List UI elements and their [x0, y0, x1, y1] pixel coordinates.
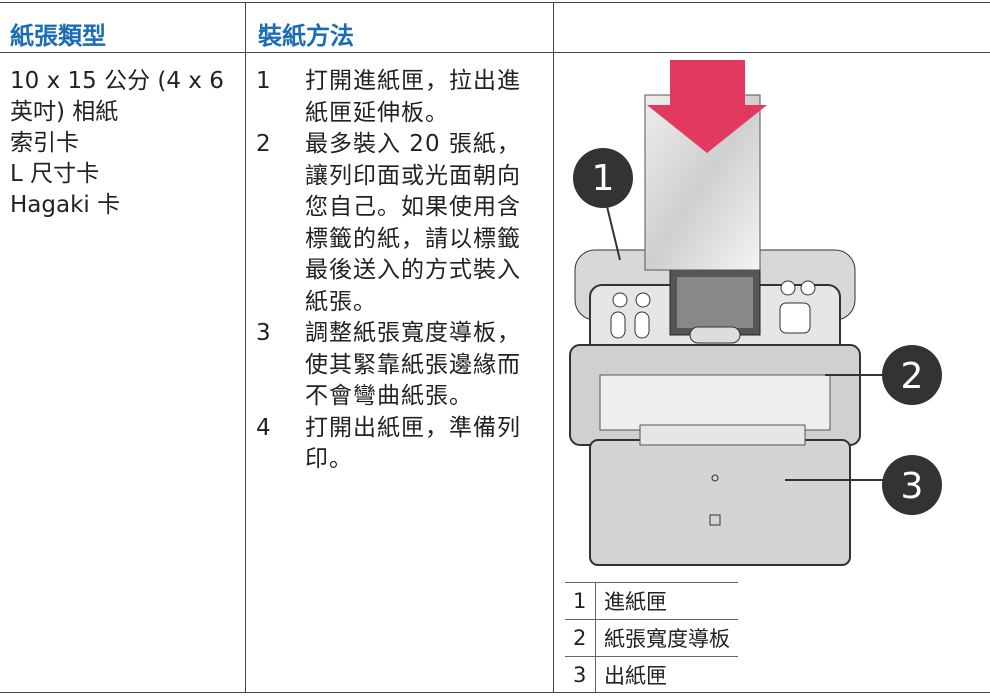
- header: 裝紙方法: [258, 22, 354, 50]
- step-text: 最多裝入 20 張紙，讓列印面或光面朝向您自己。如果使用含標籤的紙，請以標籤最後…: [305, 131, 521, 315]
- header: 紙張類型: [10, 22, 106, 50]
- step: 4 打開出紙匣，準備列印。: [256, 413, 546, 476]
- callout: 3: [901, 466, 924, 507]
- legend-label: 紙張寬度導板: [595, 619, 738, 657]
- legend-row: 3 出紙匣: [565, 656, 738, 693]
- legend-number: 3: [565, 656, 596, 693]
- legend-row: 2 紙張寬度導板: [565, 619, 738, 657]
- step-number: 1: [256, 68, 271, 94]
- step: 2 最多裝入 20 張紙，讓列印面或光面朝向您自己。如果使用含標籤的紙，請以標籤最…: [256, 129, 546, 318]
- rule: [245, 2, 246, 693]
- callout: 2: [901, 356, 924, 397]
- legend-label: 進紙匣: [595, 582, 738, 620]
- paper-type: L 尺寸卡: [10, 161, 100, 187]
- step-text: 打開進紙匣，拉出進紙匣延伸板。: [305, 68, 521, 126]
- step-text: 調整紙張寬度導板，使其緊靠紙張邊緣而不會彎曲紙張。: [305, 320, 521, 409]
- step: 1 打開進紙匣，拉出進紙匣延伸板。: [256, 66, 546, 129]
- paper-type: 索引卡: [10, 130, 79, 156]
- rule: [0, 692, 990, 693]
- steps: 1 打開進紙匣，拉出進紙匣延伸板。 2 最多裝入 20 張紙，讓列印面或光面朝向您自己…: [256, 66, 546, 476]
- step-number: 4: [256, 414, 271, 441]
- rule: [0, 52, 990, 53]
- step: 3 調整紙張寬度導板，使其緊靠紙張邊緣而不會彎曲紙張。: [256, 318, 546, 413]
- step-number: 3: [256, 320, 271, 346]
- legend-number: 1: [565, 582, 596, 620]
- legend-row: 1 進紙匣: [565, 582, 738, 620]
- paper-type: 10 x 15 公分 (4 x 6 英吋) 相紙: [10, 68, 224, 125]
- legend-label: 出紙匣: [595, 656, 738, 693]
- paper-type: Hagaki 卡: [10, 192, 121, 218]
- step-number: 2: [256, 131, 271, 157]
- rule: [0, 2, 990, 3]
- paper-types: 10 x 15 公分 (4 x 6 英吋) 相紙索引卡 L 尺寸卡 Hagaki 卡: [10, 66, 238, 221]
- callout: 1: [592, 158, 615, 199]
- legend-number: 2: [565, 619, 596, 657]
- rule: [553, 2, 554, 693]
- legend: 1 進紙匣 2 紙張寬度導板 3 出紙匣: [565, 582, 738, 693]
- printer-illustration: 1 2 3: [569, 60, 942, 566]
- step-text: 打開出紙匣，準備列印。: [305, 414, 521, 473]
